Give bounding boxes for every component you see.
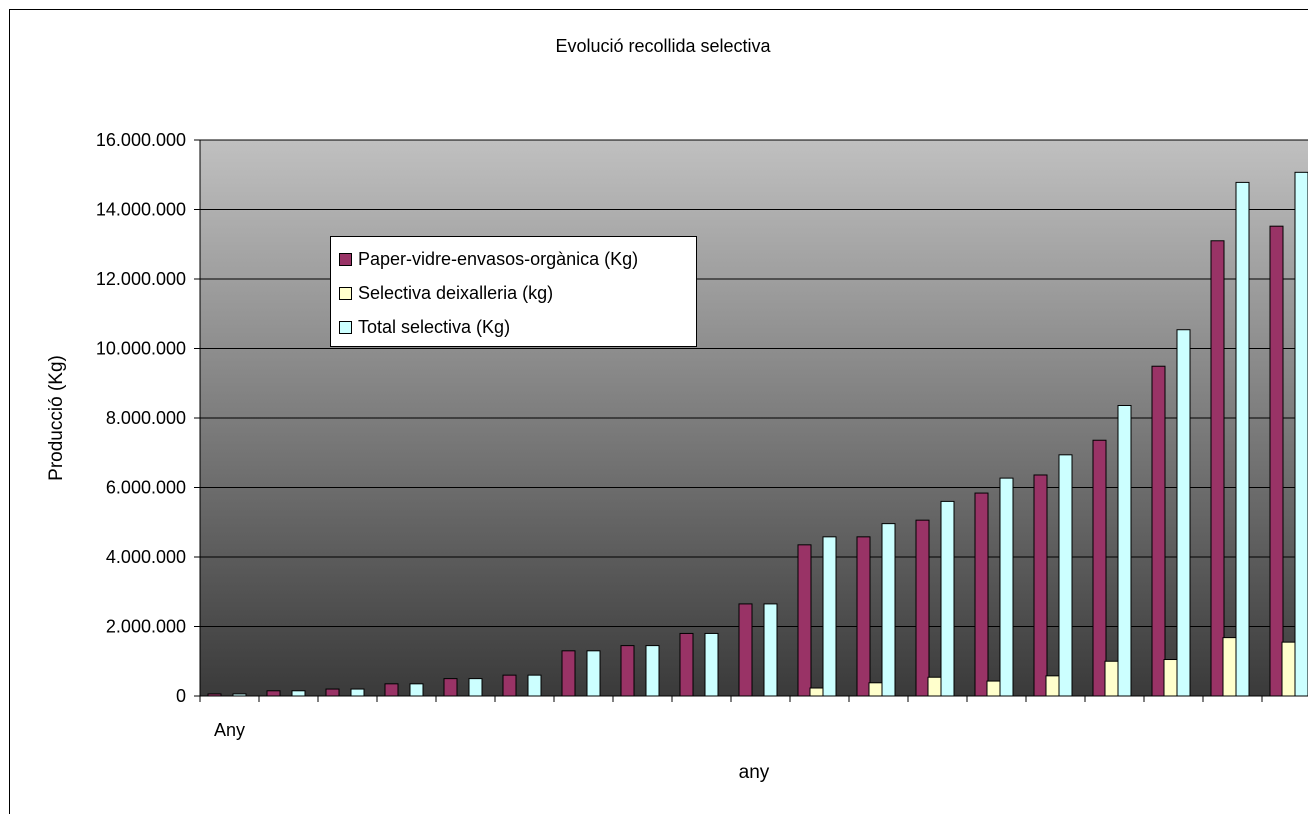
- bar-total: [1235, 181, 1250, 697]
- bar-total: [1058, 454, 1073, 697]
- legend-swatch-deixalleria: [339, 286, 352, 300]
- bar-paper: [1151, 365, 1166, 697]
- legend-label-deixalleria: Selectiva deixalleria (kg): [358, 282, 554, 303]
- bar-deixalleria: [1104, 660, 1119, 697]
- legend-item-deixalleria: Selectiva deixalleria (kg): [339, 276, 696, 310]
- x-tick-label: Any: [214, 720, 245, 740]
- bar-deixalleria: [809, 687, 824, 697]
- bar-paper: [620, 645, 635, 697]
- bar-total: [763, 603, 778, 697]
- bar-total: [586, 650, 601, 697]
- bar-paper: [561, 650, 576, 697]
- bar-total: [940, 500, 955, 697]
- bar-total: [822, 536, 837, 697]
- bar-total: [291, 690, 306, 697]
- bar-paper: [915, 519, 930, 697]
- bar-paper: [797, 544, 812, 697]
- bar-paper: [679, 632, 694, 697]
- legend: Paper-vidre-envasos-orgànica (Kg) Select…: [330, 236, 697, 347]
- bar-paper: [1210, 240, 1225, 697]
- bar-paper: [384, 683, 399, 697]
- y-tick-label: 16.000.000: [96, 130, 186, 150]
- bar-deixalleria: [1222, 637, 1237, 697]
- y-tick-label: 0: [176, 686, 186, 706]
- legend-swatch-total: [339, 320, 352, 334]
- legend-label-paper: Paper-vidre-envasos-orgànica (Kg): [358, 248, 639, 269]
- bar-paper: [266, 690, 281, 697]
- x-axis-label: any: [739, 762, 770, 783]
- bar-paper: [974, 492, 989, 697]
- y-tick-label: 14.000.000: [96, 200, 186, 220]
- bar-paper: [738, 603, 753, 697]
- bar-total: [409, 683, 424, 697]
- y-tick-label: 12.000.000: [96, 269, 186, 289]
- bar-total: [350, 688, 365, 697]
- bar-total: [527, 674, 542, 697]
- bar-paper: [1092, 439, 1107, 697]
- y-axis-label: Producció (Kg): [46, 355, 67, 481]
- legend-swatch-paper: [339, 252, 352, 266]
- bar-deixalleria: [1163, 659, 1178, 697]
- bar-paper: [502, 674, 517, 697]
- y-tick-label: 2.000.000: [106, 617, 186, 637]
- bar-deixalleria: [986, 680, 1001, 697]
- bar-paper: [856, 536, 871, 697]
- bar-paper: [443, 678, 458, 697]
- y-tick-label: 4.000.000: [106, 547, 186, 567]
- legend-item-total: Total selectiva (Kg): [339, 310, 696, 344]
- bar-paper: [1269, 225, 1284, 697]
- bar-total: [645, 645, 660, 697]
- bar-paper: [1033, 474, 1048, 697]
- y-tick-label: 6.000.000: [106, 478, 186, 498]
- bar-deixalleria: [927, 676, 942, 697]
- bar-deixalleria: [868, 682, 883, 697]
- bar-total: [999, 477, 1014, 697]
- bar-deixalleria: [1045, 675, 1060, 697]
- tick-labels: 0 2.000.000 4.000.000 6.000.000 8.000.000 10.…: [96, 130, 245, 740]
- legend-item-paper: Paper-vidre-envasos-orgànica (Kg): [339, 242, 696, 276]
- y-tick-label: 10.000.000: [96, 339, 186, 359]
- bar-total: [1294, 171, 1308, 697]
- y-tick-label: 8.000.000: [106, 408, 186, 428]
- bar-total: [881, 523, 896, 697]
- bar-total: [1117, 404, 1132, 697]
- bar-paper: [325, 688, 340, 697]
- chart-title: Evolució recollida selectiva: [555, 36, 771, 56]
- legend-label-total: Total selectiva (Kg): [358, 316, 511, 337]
- bar-total: [704, 632, 719, 697]
- bar-deixalleria: [1281, 641, 1296, 697]
- bar-total: [1176, 329, 1191, 697]
- bar-total: [468, 678, 483, 697]
